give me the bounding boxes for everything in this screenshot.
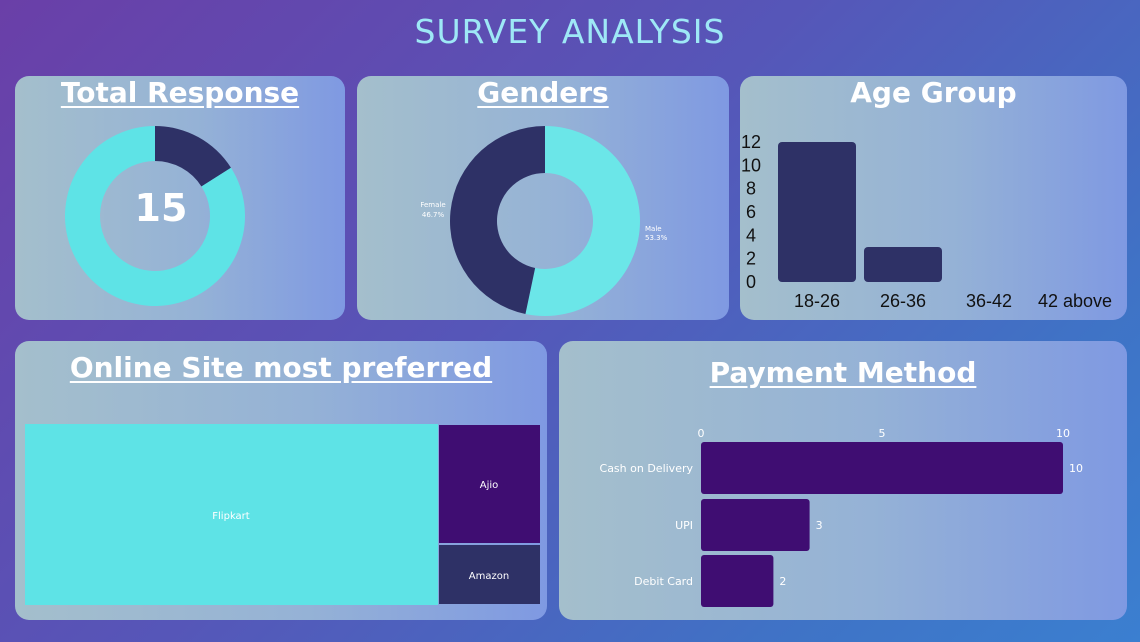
payment-category-label: UPI <box>675 519 693 532</box>
payment-method-panel: Payment Method 0 5 10 Cash on Delivery 10 UP… <box>559 341 1127 620</box>
age-y-tick: 4 <box>746 225 756 245</box>
treemap-label-amazon: Amazon <box>469 571 509 582</box>
genders-label-female: Female <box>420 201 445 209</box>
payment-value-label: 3 <box>816 519 823 532</box>
age-x-tick: 18-26 <box>794 291 840 311</box>
payment-value-label: 10 <box>1069 462 1083 475</box>
payment-bar <box>701 442 1063 494</box>
genders-value-male: 53.3% <box>645 234 668 242</box>
online-site-chart: Flipkart Ajio Amazon <box>25 424 540 605</box>
treemap-cell-flipkart <box>25 424 438 605</box>
total-response-title: Total Response <box>60 76 300 109</box>
genders-slice-male <box>525 126 641 316</box>
payment-category-label: Cash on Delivery <box>600 462 694 475</box>
total-response-chart: 15 <box>65 126 246 306</box>
payment-x-tick: 0 <box>698 427 705 440</box>
age-y-tick: 0 <box>746 272 756 292</box>
age-x-tick: 36-42 <box>966 291 1012 311</box>
age-x-tick: 42 above <box>1038 291 1112 311</box>
age-group-chart: 0 2 4 6 8 10 12 18-26 26-36 36-42 42 above <box>741 132 1112 311</box>
age-y-tick: 8 <box>746 179 756 199</box>
payment-x-tick: 5 <box>879 427 886 440</box>
treemap-label-flipkart: Flipkart <box>212 511 250 522</box>
treemap-label-ajio: Ajio <box>480 480 499 491</box>
total-response-slice-large <box>65 126 246 306</box>
age-y-tick: 10 <box>741 155 761 175</box>
payment-method-title: Payment Method <box>709 356 977 389</box>
age-bar <box>864 247 942 282</box>
payment-value-label: 2 <box>779 575 786 588</box>
genders-slice-female <box>450 126 545 314</box>
age-group-panel: Age Group 0 2 4 6 8 10 12 18-26 26-36 36-42 42 ab… <box>740 76 1127 320</box>
genders-panel: Genders Female 46.7% Male 53.3% <box>357 76 729 320</box>
age-y-tick: 6 <box>746 202 756 222</box>
age-y-tick: 2 <box>746 249 756 269</box>
total-response-panel: Total Response 15 <box>15 76 345 320</box>
genders-label-male: Male <box>645 225 662 233</box>
age-x-tick: 26-36 <box>880 291 926 311</box>
payment-method-chart: 0 5 10 Cash on Delivery 10 UPI 3 Debit Card 2 <box>600 427 1083 607</box>
age-group-title: Age Group <box>850 76 1017 109</box>
total-response-count: 15 <box>135 186 188 230</box>
genders-value-female: 46.7% <box>422 211 445 219</box>
treemap-cell-amazon <box>439 545 540 604</box>
genders-chart: Female 46.7% Male 53.3% <box>420 126 668 316</box>
age-bar <box>778 142 856 282</box>
payment-bar <box>701 499 810 551</box>
online-site-panel: Online Site most preferred Flipkart Ajio… <box>15 341 547 620</box>
page-title: SURVEY ANALYSIS <box>414 12 726 51</box>
payment-x-tick: 10 <box>1056 427 1070 440</box>
payment-bar <box>701 555 774 607</box>
age-y-tick: 12 <box>741 132 761 152</box>
payment-category-label: Debit Card <box>634 575 693 588</box>
genders-title: Genders <box>477 76 609 109</box>
online-site-title: Online Site most preferred <box>69 351 493 384</box>
treemap-cell-ajio <box>439 425 540 543</box>
total-response-slice-small <box>155 126 231 187</box>
